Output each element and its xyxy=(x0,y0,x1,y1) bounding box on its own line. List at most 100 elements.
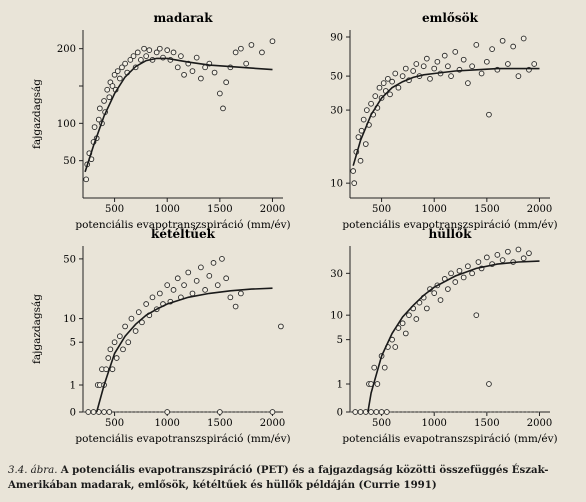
data-point xyxy=(193,278,200,284)
data-point xyxy=(423,55,430,62)
data-point xyxy=(352,409,359,415)
data-point xyxy=(373,409,380,415)
data-point xyxy=(374,381,381,387)
chart-panel-1: madarak 500 1000 1500 2000 50 100 200 potenciáli… xyxy=(31,11,291,231)
data-point xyxy=(206,272,213,279)
data-point xyxy=(431,290,438,296)
data-point xyxy=(371,364,378,371)
data-point xyxy=(164,282,171,288)
x-tick-label: 2000 xyxy=(260,204,285,215)
data-point xyxy=(381,364,388,371)
data-point xyxy=(486,111,492,118)
data-point xyxy=(149,294,156,301)
data-point xyxy=(383,409,390,415)
y-tick-label: 50 xyxy=(330,72,343,83)
data-point xyxy=(259,49,265,56)
data-point xyxy=(465,263,471,270)
data-point xyxy=(114,68,121,74)
data-point xyxy=(460,56,467,63)
data-point xyxy=(402,330,409,337)
data-point xyxy=(132,328,139,334)
data-point xyxy=(445,286,451,292)
data-point xyxy=(91,124,98,130)
chart-title: madarak xyxy=(153,11,213,25)
data-point xyxy=(389,78,395,85)
x-tick-label: 500 xyxy=(372,204,391,215)
data-point xyxy=(232,49,239,56)
data-point xyxy=(243,60,250,67)
data-point xyxy=(134,49,141,56)
data-point xyxy=(456,267,463,274)
x-tick-label: 500 xyxy=(105,204,124,215)
x-tick-label: 500 xyxy=(105,418,124,429)
data-point xyxy=(223,79,230,86)
data-point xyxy=(423,305,430,312)
data-point xyxy=(387,91,393,98)
data-point xyxy=(368,409,374,415)
data-point xyxy=(355,134,362,140)
data-point xyxy=(227,294,234,301)
y-tick-label: 0 xyxy=(337,408,343,419)
data-point xyxy=(357,157,364,164)
data-point xyxy=(143,301,150,307)
y-axis-label: fajgazdagság xyxy=(31,79,43,149)
y-tick-label: 30 xyxy=(330,106,343,117)
y-tick-label: 30 xyxy=(330,269,343,280)
data-point xyxy=(232,303,239,310)
data-point xyxy=(95,116,102,123)
data-point xyxy=(520,35,527,42)
data-point xyxy=(499,257,506,263)
data-point xyxy=(448,73,454,79)
data-point xyxy=(515,73,522,79)
data-point xyxy=(505,248,511,255)
y-tick-label: 10 xyxy=(330,179,343,190)
data-point xyxy=(111,339,118,346)
data-point xyxy=(362,141,369,147)
data-point xyxy=(109,366,116,373)
data-point xyxy=(174,275,181,282)
data-point xyxy=(181,282,187,288)
data-point xyxy=(380,80,387,86)
data-point xyxy=(437,297,444,303)
data-point xyxy=(238,45,244,52)
data-point xyxy=(202,287,208,293)
data-point xyxy=(269,409,276,415)
data-point xyxy=(139,319,145,326)
data-point xyxy=(478,70,485,77)
data-point xyxy=(211,69,218,76)
data-point xyxy=(103,366,110,373)
data-point xyxy=(392,344,399,350)
data-point xyxy=(178,53,184,59)
x-tick-label: 2000 xyxy=(260,418,285,429)
data-point xyxy=(483,58,490,65)
data-point xyxy=(130,53,137,59)
data-point xyxy=(363,107,370,113)
data-point xyxy=(494,251,501,258)
y-axis-label: fajgazdagság xyxy=(31,294,43,364)
x-tick-label: 1000 xyxy=(154,204,179,215)
trend-line xyxy=(367,260,540,413)
data-point xyxy=(156,45,163,52)
data-point xyxy=(90,409,97,415)
data-point xyxy=(109,83,116,89)
data-point xyxy=(128,315,135,322)
data-point xyxy=(96,105,103,112)
data-point xyxy=(395,84,402,91)
x-tick-label: 1500 xyxy=(207,204,232,215)
data-point xyxy=(122,60,128,67)
data-point xyxy=(269,38,276,45)
data-point xyxy=(202,64,208,71)
data-point xyxy=(214,282,221,288)
y-tick-label: 0 xyxy=(70,408,76,419)
data-point xyxy=(223,275,230,282)
data-point xyxy=(189,68,196,74)
data-point xyxy=(473,41,480,48)
data-point xyxy=(460,274,467,281)
data-point xyxy=(220,105,226,112)
data-point xyxy=(350,168,357,174)
data-point xyxy=(189,290,196,297)
data-point xyxy=(441,52,448,59)
data-point xyxy=(146,47,153,54)
data-point xyxy=(531,61,538,67)
